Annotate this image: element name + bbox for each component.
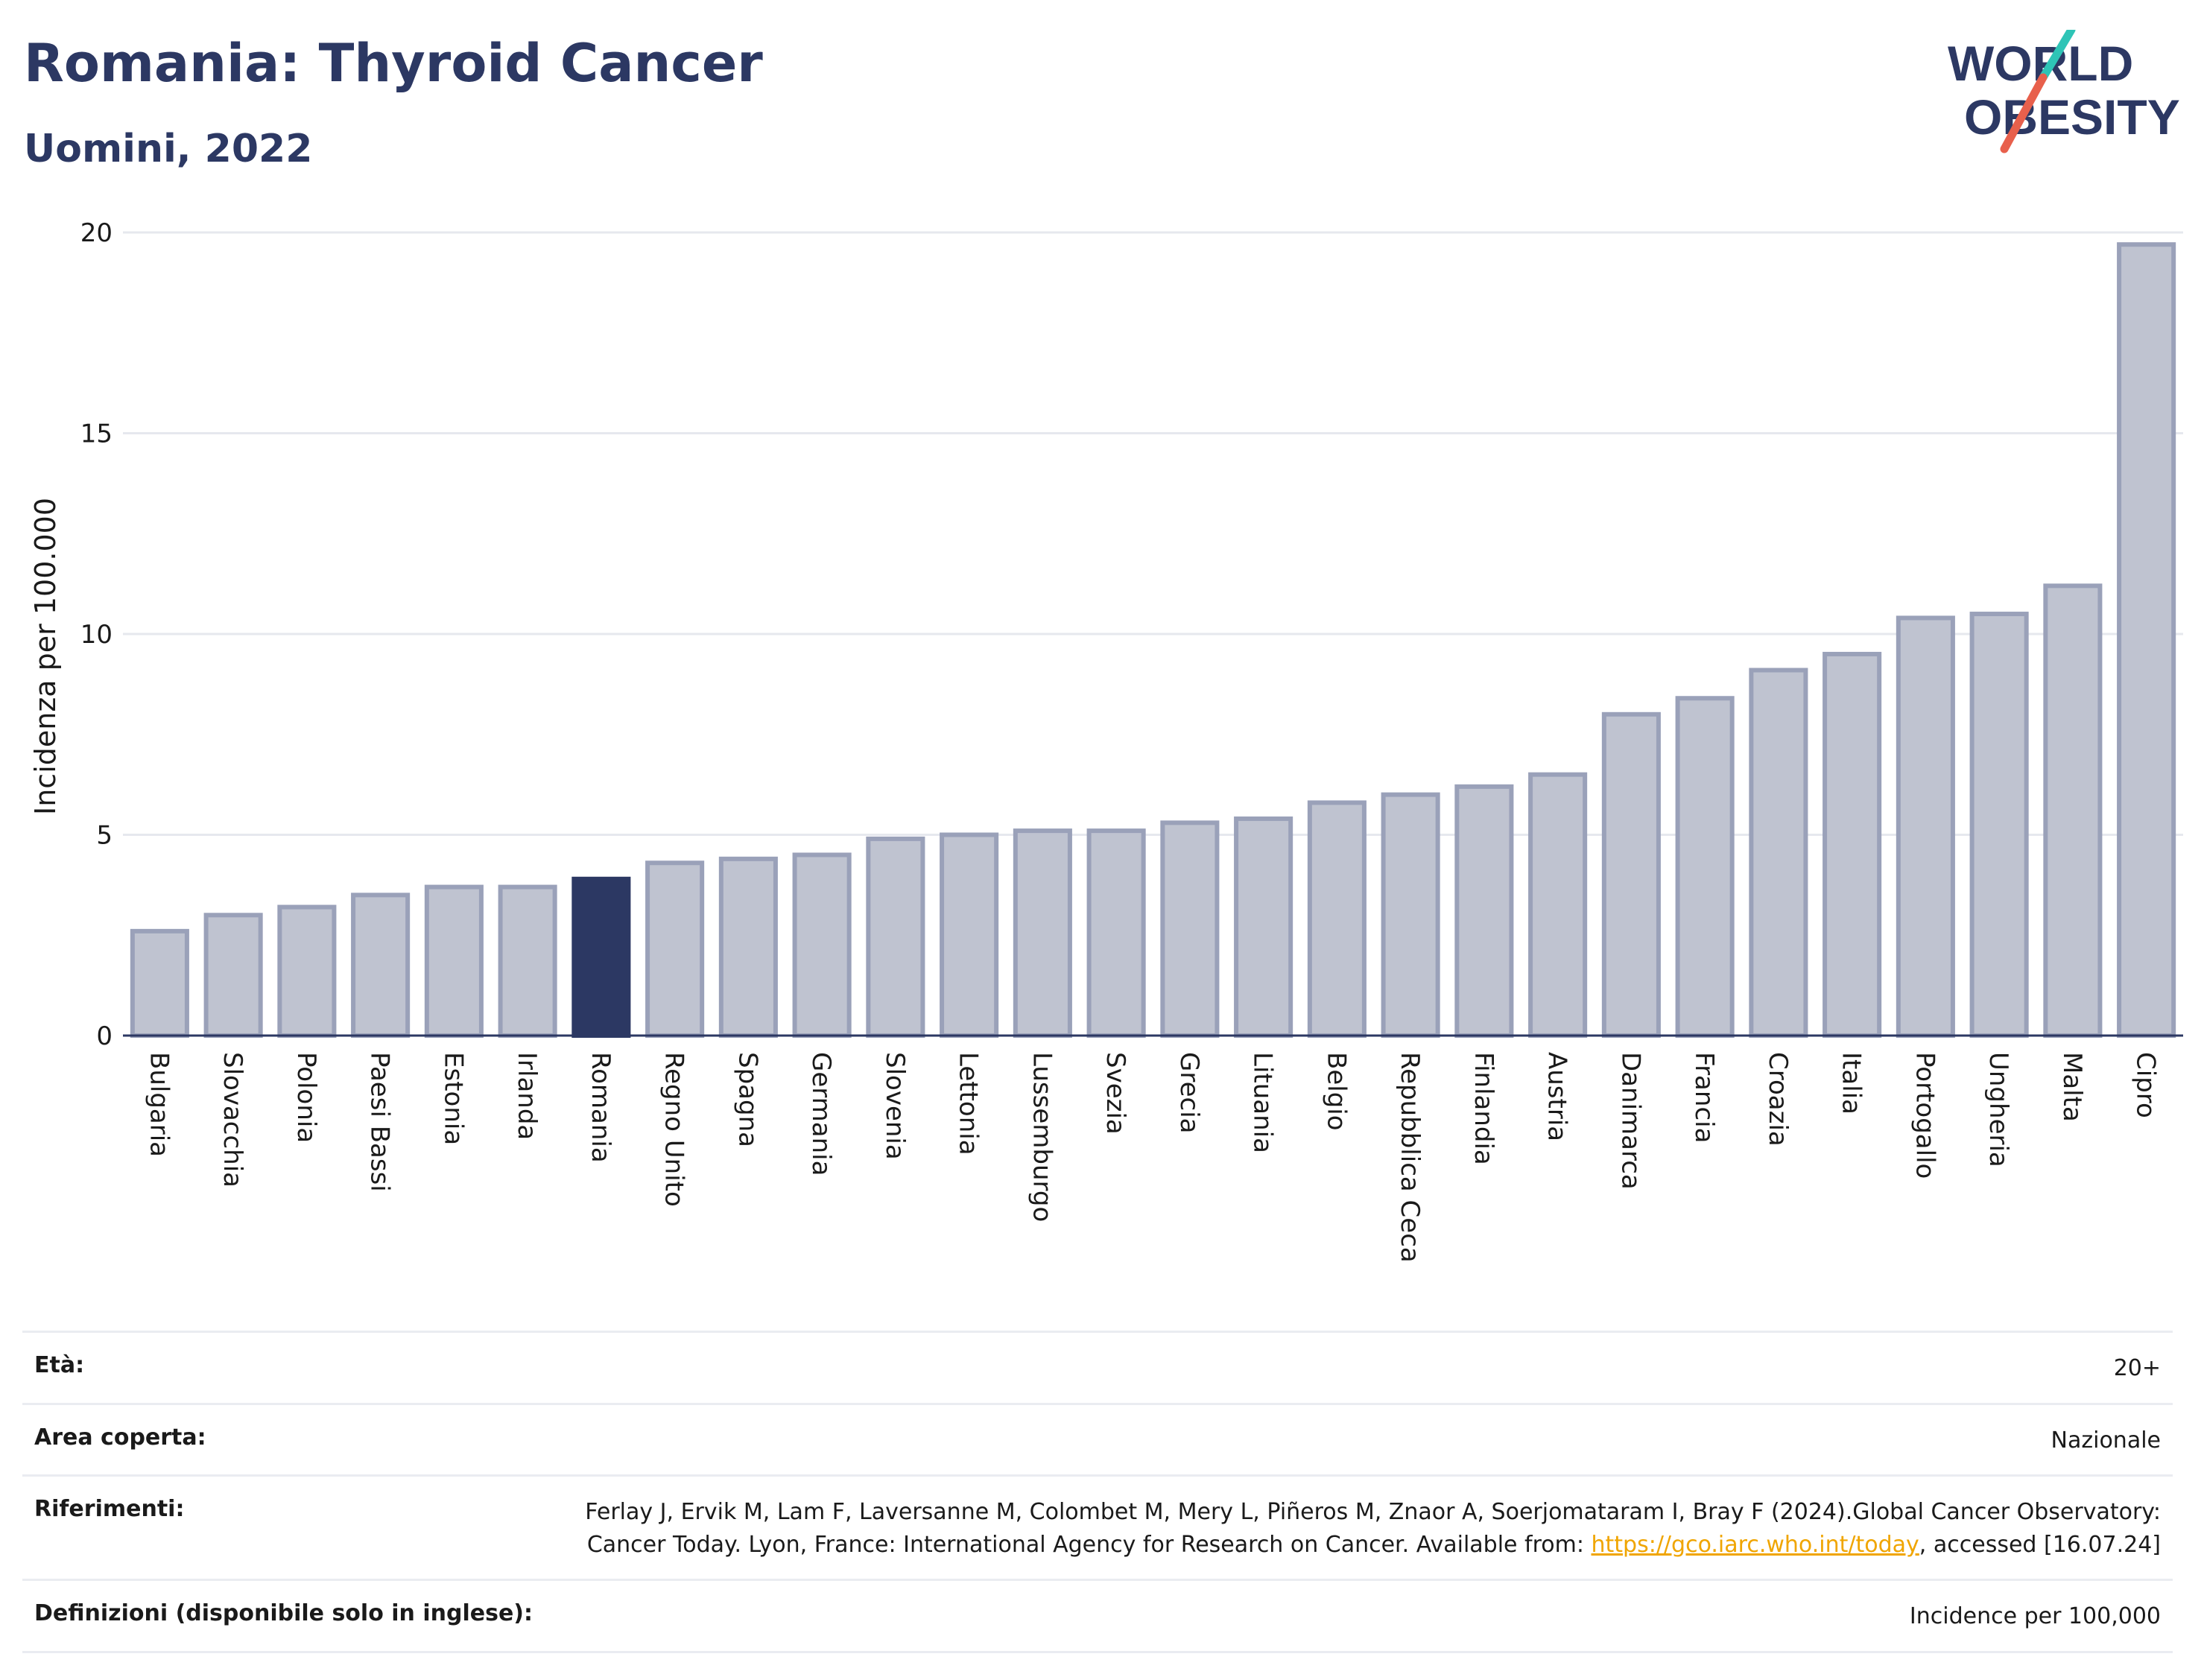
bar	[645, 860, 705, 1038]
bar	[1969, 612, 2029, 1038]
info-row-references: Riferimenti: Ferlay J, Ervik M, Lam F, L…	[22, 1474, 2173, 1579]
bar	[424, 884, 484, 1038]
bar	[1749, 668, 1808, 1038]
bar	[277, 904, 337, 1039]
x-tick-label: Estonia	[438, 1052, 468, 1145]
x-tick-label: Italia	[1837, 1052, 1866, 1115]
info-table: Età: 20+ Area coperta: Nazionale Riferim…	[22, 1331, 2173, 1653]
x-tick-label: Bulgaria	[144, 1052, 174, 1157]
bar	[1307, 800, 1367, 1038]
x-tick-label: Paesi Bassi	[365, 1052, 395, 1192]
y-tick-label: 20	[80, 218, 113, 248]
x-tick-label: Ungheria	[1983, 1052, 2013, 1167]
logo-slash-teal	[2039, 30, 2076, 82]
x-tick-label: Polonia	[291, 1052, 321, 1143]
bar	[1675, 696, 1735, 1038]
bar	[498, 884, 557, 1038]
x-tick-label: Slovenia	[880, 1052, 910, 1160]
bar	[792, 852, 852, 1039]
area-label: Area coperta:	[34, 1424, 206, 1451]
chart-title: Romania: Thyroid Cancer	[24, 33, 763, 94]
bar	[2117, 242, 2176, 1038]
bar	[1234, 816, 1293, 1038]
world-obesity-logo: WORLD OBESITY	[1948, 30, 2180, 153]
logo-line2: OBESITY	[1964, 89, 2180, 145]
bar	[1381, 792, 1440, 1038]
x-tick-label: Lituania	[1248, 1052, 1278, 1153]
bar	[1601, 711, 1661, 1038]
x-tick-label: Slovacchia	[218, 1052, 247, 1188]
bar	[866, 836, 925, 1038]
y-tick-label: 5	[96, 821, 113, 851]
y-axis-label: Incidenza per 100.000	[29, 498, 62, 815]
age-value: 20+	[2113, 1355, 2161, 1381]
references-link[interactable]: https://gco.iarc.who.int/today	[1591, 1531, 1919, 1558]
x-tick-label: Croazia	[1763, 1052, 1793, 1147]
x-tick-label: Cipro	[2131, 1052, 2161, 1118]
references-text: Ferlay J, Ervik M, Lam F, Laversanne M, …	[585, 1499, 2161, 1558]
definitions-label: Definizioni (disponibile solo in inglese…	[34, 1600, 533, 1626]
bar	[1528, 772, 1588, 1039]
bar	[130, 928, 189, 1038]
bar-highlight	[571, 876, 631, 1038]
x-tick-label: Repubblica Ceca	[1395, 1052, 1425, 1263]
x-tick-label: Malta	[2057, 1052, 2087, 1122]
bar	[1454, 784, 1514, 1038]
bar-chart: 0 5 10 15 20 Incidenza per 100.000 Bulgaria Slo…	[29, 218, 2183, 1263]
y-tick-label: 10	[80, 620, 113, 650]
bar	[1160, 820, 1220, 1039]
bar	[940, 832, 999, 1038]
x-tick-label: Lussemburgo	[1027, 1052, 1057, 1222]
info-row-area: Area coperta: Nazionale	[22, 1402, 2173, 1475]
bar	[1013, 828, 1072, 1038]
references-accessed: , accessed [16.07.24]	[1919, 1531, 2161, 1558]
bar	[2043, 583, 2103, 1038]
chart-subtitle: Uomini, 2022	[24, 127, 313, 171]
x-tick-label: Spagna	[732, 1052, 762, 1147]
y-tick-label: 0	[96, 1021, 113, 1051]
x-tick-label: Regno Unito	[659, 1052, 689, 1207]
x-tick-label: Portogallo	[1910, 1052, 1939, 1179]
x-tick-label: Irlanda	[512, 1052, 542, 1140]
x-tick-label: Austria	[1542, 1052, 1572, 1141]
x-tick-label: Finlandia	[1469, 1052, 1498, 1165]
info-row-definitions: Definizioni (disponibile solo in inglese…	[22, 1579, 2173, 1653]
definitions-value: Incidence per 100,000	[1909, 1603, 2161, 1629]
x-tick-label: Germania	[806, 1052, 836, 1176]
x-tick-label: Romania	[586, 1052, 615, 1163]
bar	[203, 913, 263, 1038]
bar	[1823, 651, 1882, 1038]
logo-slash-red	[2000, 73, 2048, 153]
references-value: Ferlay J, Ervik M, Lam F, Laversanne M, …	[559, 1496, 2161, 1561]
bar	[1896, 615, 1955, 1038]
age-label: Età:	[34, 1352, 85, 1378]
x-tick-label: Lettonia	[954, 1052, 984, 1156]
bar	[718, 856, 778, 1039]
bar	[351, 893, 411, 1038]
bar	[1086, 828, 1146, 1038]
x-tick-label: Svezia	[1101, 1052, 1130, 1135]
info-row-age: Età: 20+	[22, 1331, 2173, 1403]
y-tick-label: 15	[80, 419, 113, 449]
x-tick-label: Belgio	[1321, 1052, 1351, 1131]
area-value: Nazionale	[2051, 1427, 2161, 1454]
x-tick-label: Danimarca	[1615, 1052, 1645, 1190]
x-tick-label: Francia	[1689, 1052, 1719, 1143]
x-tick-label: Grecia	[1174, 1052, 1204, 1133]
references-label: Riferimenti:	[34, 1496, 185, 1522]
